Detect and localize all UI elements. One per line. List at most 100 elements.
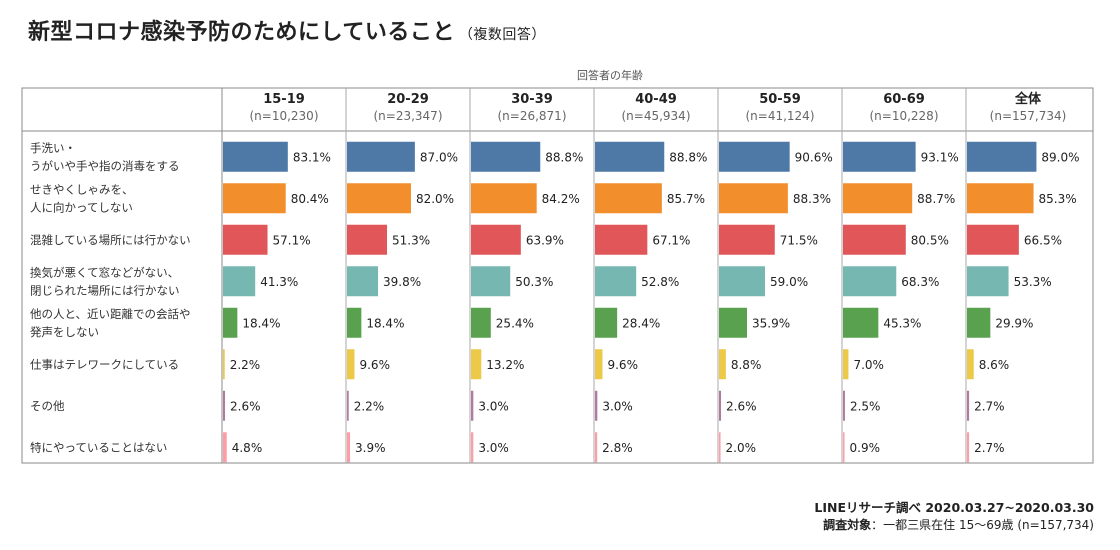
group-header-15-19: 15-19	[263, 92, 305, 107]
bar	[843, 432, 845, 463]
value-label: 0.9%	[850, 441, 881, 455]
survey-note: 調査対象：一都三県在住 15～69歳 (n=157,734)	[823, 516, 1094, 533]
row-label: 人に向かってしない	[30, 200, 133, 214]
row-label: 仕事はテレワークにしている	[30, 357, 179, 371]
bar	[843, 266, 897, 297]
value-label: 51.3%	[392, 233, 430, 247]
bar	[471, 349, 482, 380]
value-label: 2.5%	[850, 399, 881, 413]
row-label: 換気が悪くて窓などがない、	[30, 265, 179, 279]
value-label: 80.4%	[291, 192, 329, 206]
value-label: 2.2%	[354, 399, 385, 413]
value-label: 2.6%	[230, 399, 261, 413]
group-n-40-49: (n=45,934)	[621, 109, 690, 123]
value-label: 88.8%	[545, 150, 583, 164]
bar	[595, 266, 637, 297]
value-label: 85.3%	[1039, 192, 1077, 206]
bar	[967, 224, 1019, 255]
value-label: 85.7%	[667, 192, 705, 206]
value-label: 28.4%	[622, 316, 660, 330]
value-label: 2.7%	[974, 441, 1005, 455]
value-label: 3.0%	[478, 399, 509, 413]
bar	[719, 224, 775, 255]
bar	[347, 349, 355, 380]
value-label: 88.7%	[917, 192, 955, 206]
value-label: 41.3%	[260, 275, 298, 289]
value-label: 66.5%	[1024, 233, 1062, 247]
value-label: 88.8%	[669, 150, 707, 164]
bar	[843, 141, 916, 172]
row-label: 他の人と、近い距離での会話や	[30, 307, 191, 321]
bar	[347, 183, 411, 214]
value-label: 9.6%	[607, 358, 638, 372]
value-label: 87.0%	[420, 150, 458, 164]
bar	[595, 390, 598, 421]
bar	[595, 432, 598, 463]
bar	[223, 266, 256, 297]
value-label: 3.0%	[478, 441, 509, 455]
bar	[347, 432, 351, 463]
bar	[471, 266, 511, 297]
value-label: 3.9%	[355, 441, 386, 455]
bar	[595, 307, 618, 338]
value-label: 2.7%	[974, 399, 1005, 413]
bar	[843, 183, 913, 214]
value-label: 67.1%	[652, 233, 690, 247]
value-label: 89.0%	[1041, 150, 1079, 164]
bar	[967, 266, 1009, 297]
group-n-20-29: (n=23,347)	[373, 109, 442, 123]
bar	[347, 141, 415, 172]
bar	[347, 390, 349, 421]
value-label: 25.4%	[496, 316, 534, 330]
group-n-15-19: (n=10,230)	[249, 109, 318, 123]
title-text: 新型コロナ感染予防のためにしていること	[28, 20, 455, 45]
row-label: 発声をしない	[30, 325, 99, 339]
value-label: 2.2%	[230, 358, 261, 372]
bar	[595, 183, 662, 214]
value-label: 45.3%	[883, 316, 921, 330]
bar	[967, 307, 991, 338]
value-label: 50.3%	[515, 275, 553, 289]
value-label: 2.0%	[726, 441, 757, 455]
bar	[719, 266, 766, 297]
group-n-50-59: (n=41,124)	[745, 109, 814, 123]
value-label: 59.0%	[770, 275, 808, 289]
bar	[223, 307, 238, 338]
value-label: 80.5%	[911, 233, 949, 247]
row-label: うがいや手や指の消毒をする	[30, 159, 180, 173]
bar	[471, 224, 521, 255]
bar	[595, 224, 648, 255]
bar	[719, 432, 721, 463]
value-label: 13.2%	[486, 358, 524, 372]
bar	[843, 349, 849, 380]
value-label: 9.6%	[359, 358, 390, 372]
bar	[223, 183, 286, 214]
bar	[967, 432, 970, 463]
value-label: 8.8%	[731, 358, 762, 372]
source-credit: LINEリサーチ調べ 2020.03.27~2020.03.30	[814, 500, 1094, 515]
row-label: 混雑している場所には行かない	[30, 233, 191, 247]
bar	[967, 141, 1037, 172]
group-n-30-39: (n=26,871)	[497, 109, 566, 123]
value-label: 3.0%	[602, 399, 633, 413]
bar	[843, 390, 845, 421]
bar	[843, 224, 906, 255]
bar	[471, 141, 541, 172]
group-header-40-49: 40-49	[635, 92, 677, 107]
bar	[347, 266, 379, 297]
value-label: 83.1%	[293, 150, 331, 164]
bar	[595, 349, 603, 380]
group-header-60-69: 60-69	[883, 92, 925, 107]
group-n-全体: (n=157,734)	[990, 109, 1067, 123]
bar	[471, 307, 491, 338]
value-label: 82.0%	[416, 192, 454, 206]
value-label: 2.8%	[602, 441, 633, 455]
bar	[223, 390, 226, 421]
value-label: 88.3%	[793, 192, 831, 206]
value-label: 29.9%	[995, 316, 1033, 330]
group-header-20-29: 20-29	[387, 92, 429, 107]
value-label: 2.6%	[726, 399, 757, 413]
value-label: 35.9%	[752, 316, 790, 330]
value-label: 71.5%	[780, 233, 818, 247]
